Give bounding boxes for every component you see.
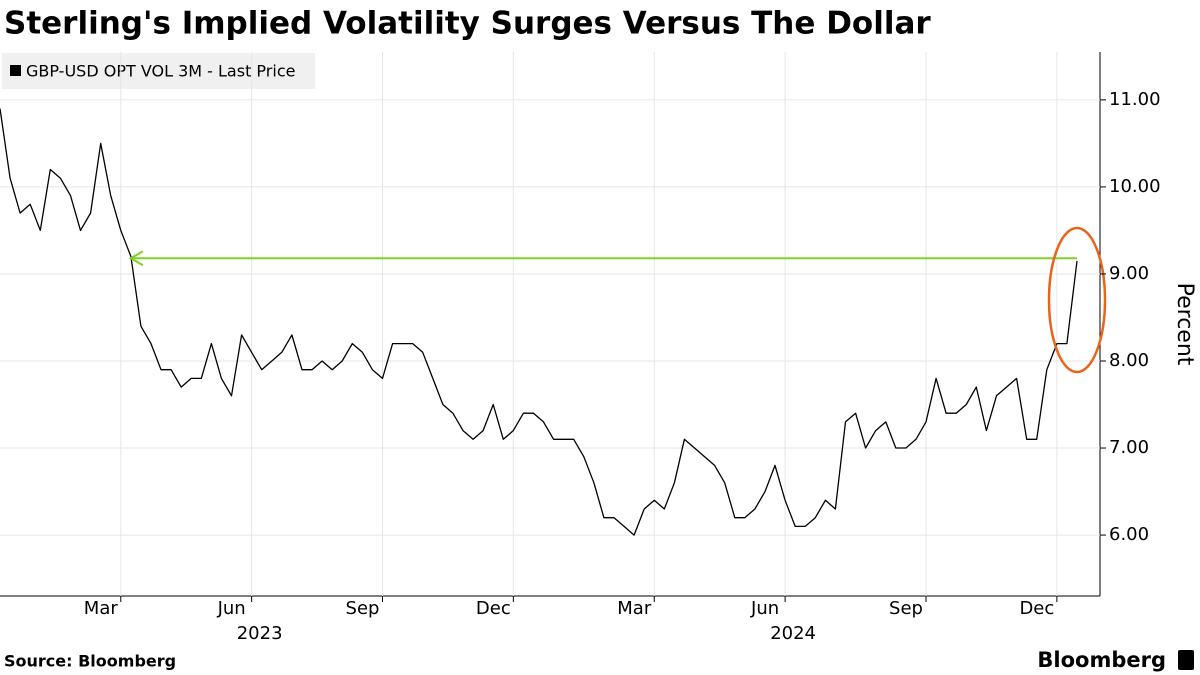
x-tick-label: Jun xyxy=(750,598,779,619)
source: Source: Bloomberg xyxy=(4,652,176,671)
x-tick-label: Dec xyxy=(476,598,511,619)
x-tick-label: Mar xyxy=(617,598,652,619)
brand-icon xyxy=(1178,650,1194,670)
y-axis-label: Percent xyxy=(1172,283,1197,366)
x-group-label: 2024 xyxy=(770,623,816,644)
x-tick-label: Mar xyxy=(84,598,119,619)
x-group-label: 2023 xyxy=(237,623,283,644)
y-tick-label: 7.00 xyxy=(1109,437,1149,458)
y-tick-label: 10.00 xyxy=(1109,176,1161,197)
y-tick-label: 6.00 xyxy=(1109,524,1149,545)
line-series xyxy=(0,108,1078,536)
legend-label: GBP-USD OPT VOL 3M - Last Price xyxy=(26,62,295,81)
chart-title: Sterling's Implied Volatility Surges Ver… xyxy=(4,6,931,42)
brand: Bloomberg xyxy=(1037,648,1166,672)
x-tick-label: Dec xyxy=(1019,598,1054,619)
legend-swatch xyxy=(10,65,21,76)
y-tick-label: 11.00 xyxy=(1109,89,1161,110)
legend-box xyxy=(2,53,315,89)
x-tick-label: Sep xyxy=(346,598,380,619)
y-tick-label: 9.00 xyxy=(1109,263,1149,284)
reference-arrowhead xyxy=(128,250,144,267)
x-tick-label: Sep xyxy=(889,598,923,619)
highlight-ellipse xyxy=(1047,226,1107,374)
y-tick-label: 8.00 xyxy=(1109,350,1149,371)
x-tick-label: Jun xyxy=(217,598,246,619)
